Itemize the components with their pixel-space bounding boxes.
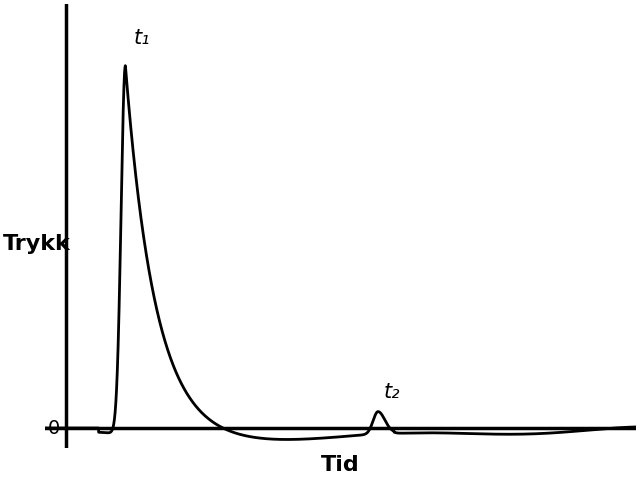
Text: Trykk: Trykk bbox=[3, 234, 70, 254]
Text: 0: 0 bbox=[47, 419, 60, 437]
Text: t₁: t₁ bbox=[134, 28, 150, 48]
Text: t₂: t₂ bbox=[383, 381, 400, 402]
Text: Tid: Tid bbox=[321, 455, 360, 475]
